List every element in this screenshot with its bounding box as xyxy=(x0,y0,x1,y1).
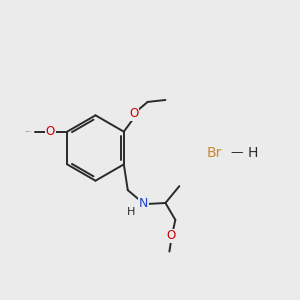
Text: O: O xyxy=(129,107,138,120)
Text: O: O xyxy=(167,229,176,242)
Text: H: H xyxy=(248,146,258,160)
Text: methoxy: methoxy xyxy=(26,131,32,132)
Text: N: N xyxy=(139,197,148,211)
Text: O: O xyxy=(46,125,55,138)
Text: H: H xyxy=(127,207,135,217)
Text: Br: Br xyxy=(207,146,222,160)
Text: —: — xyxy=(230,146,242,160)
